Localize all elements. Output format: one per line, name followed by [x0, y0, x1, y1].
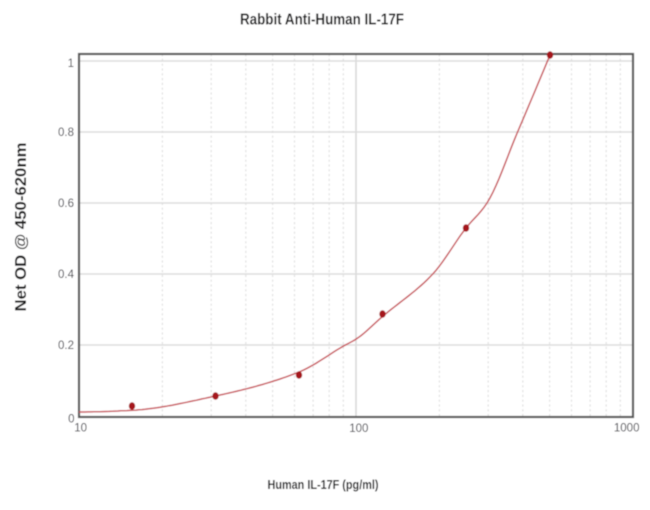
svg-text:0: 0 — [68, 414, 74, 426]
svg-text:Rabbit Anti-Human IL-17F: Rabbit Anti-Human IL-17F — [240, 12, 404, 29]
svg-text:Net OD @ 450-620nm: Net OD @ 450-620nm — [13, 143, 30, 312]
svg-text:10: 10 — [74, 422, 87, 434]
svg-text:0.2: 0.2 — [58, 340, 74, 352]
svg-text:0.4: 0.4 — [58, 269, 75, 281]
svg-text:1: 1 — [68, 58, 74, 70]
svg-text:Human IL-17F (pg/ml): Human IL-17F (pg/ml) — [268, 478, 379, 492]
svg-text:100: 100 — [349, 423, 368, 435]
svg-text:0.6: 0.6 — [58, 198, 74, 210]
svg-text:1000: 1000 — [614, 422, 640, 434]
svg-text:0.8: 0.8 — [58, 127, 74, 139]
